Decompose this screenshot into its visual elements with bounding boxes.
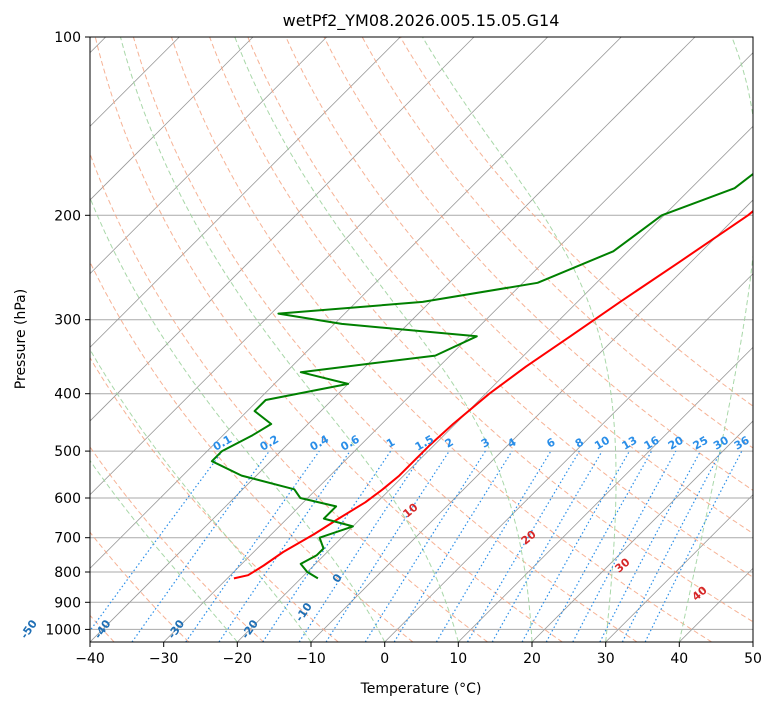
- x-tick-label: −10: [296, 651, 326, 667]
- isotherm-50: [752, 641, 753, 642]
- dry-adiabat-10: [90, 152, 488, 642]
- moist-adiabat--20: [90, 459, 238, 642]
- mixing-ratio-line-20: [572, 450, 677, 642]
- isotherm--80: [90, 37, 401, 348]
- chart-title: wetPf2_YM08.2026.005.15.05.G14: [283, 11, 560, 31]
- mixing-ratio-line-1: [262, 450, 392, 642]
- dry-adiabat-label: -50: [18, 617, 40, 641]
- dry-adiabat--30: [90, 531, 190, 642]
- temperature-profile: [233, 209, 753, 580]
- mixing-ratio-line-0.2: [131, 450, 270, 642]
- isotherm-0: [384, 273, 753, 642]
- axis-layer: −40 −30 −20 −10 0 10 20 30 40 50 100 200 300 400 500 60…: [45, 30, 762, 667]
- y-tick-label: 300: [54, 313, 81, 329]
- y-tick-label: 700: [54, 531, 81, 547]
- dry-adiabat-30: [132, 37, 638, 642]
- y-tick-label: 800: [54, 565, 81, 581]
- x-tick-label: 20: [523, 651, 541, 667]
- mixing-ratio-line-1.5: [298, 450, 425, 642]
- isotherm-30: [605, 494, 753, 642]
- mixing-ratio-line-0.1: [90, 450, 223, 632]
- y-axis-title: Pressure (hPa): [13, 289, 29, 389]
- dry-adiabat-40: [171, 37, 712, 642]
- moist-adiabat-0: [90, 196, 386, 642]
- mixing-ratio-line-13: [521, 450, 631, 642]
- isotherm-20: [531, 420, 753, 642]
- y-tick-label: 1000: [45, 622, 81, 638]
- isotherm--20: [237, 125, 753, 642]
- moist-adiabat-40: [678, 37, 753, 642]
- dry-adiabat--10: [90, 356, 339, 642]
- mixing-ratio-line-4: [393, 450, 513, 642]
- mixing-ratio-line-16: [545, 450, 653, 642]
- isotherm--70: [90, 37, 475, 422]
- dry-adiabat-80: [323, 37, 753, 491]
- isotherm--90: [90, 37, 327, 275]
- mixing-ratio-line-0.4: [185, 450, 320, 642]
- dry-adiabat-20: [94, 37, 563, 642]
- y-tick-label: 400: [54, 387, 81, 403]
- isotherm-10: [458, 346, 753, 642]
- x-tick-label: 10: [449, 651, 467, 667]
- x-tick-label: 30: [597, 651, 615, 667]
- dry-adiabat-0: [90, 260, 414, 642]
- grid-layer: [90, 37, 753, 642]
- x-tick-label: 40: [670, 651, 688, 667]
- y-tick-label: 100: [54, 30, 81, 46]
- x-tick-label: 0: [380, 651, 389, 667]
- y-tick-label: 500: [54, 444, 81, 460]
- series-layer: [210, 172, 753, 580]
- dry-adiabat--20: [90, 446, 264, 642]
- dry-adiabat-60: [247, 37, 753, 578]
- moist-adiabat-20: [234, 37, 533, 642]
- y-tick-label: 600: [54, 491, 81, 507]
- plot-frame: [89, 36, 754, 643]
- isotherm--60: [90, 37, 548, 496]
- dewpoint-profile: [210, 172, 753, 580]
- x-tick-label: −20: [223, 651, 253, 667]
- isotherm--40: [90, 37, 696, 642]
- x-axis-title: Temperature (°C): [360, 681, 482, 697]
- x-tick-label: −40: [75, 651, 105, 667]
- dry-adiabat-100: [399, 37, 753, 407]
- y-tick-label: 900: [54, 595, 81, 611]
- moist-adiabat--10: [90, 348, 312, 642]
- mixing-ratio-line-36: [644, 450, 743, 642]
- mixing-ratio-line-0.6: [218, 450, 351, 642]
- mixing-ratio-line-2: [325, 450, 450, 642]
- dry-adiabat-90: [361, 37, 753, 449]
- y-tick-label: 200: [54, 208, 81, 224]
- isotherm--50: [90, 37, 622, 569]
- x-tick-label: −30: [149, 651, 179, 667]
- x-tick-label: 50: [744, 651, 762, 667]
- isotherm--100: [90, 37, 254, 201]
- dry-adiabat-50: [209, 37, 753, 623]
- moist-adiabat-30: [422, 37, 617, 642]
- dry-adiabat-70: [285, 37, 753, 535]
- isotherm--30: [163, 52, 753, 642]
